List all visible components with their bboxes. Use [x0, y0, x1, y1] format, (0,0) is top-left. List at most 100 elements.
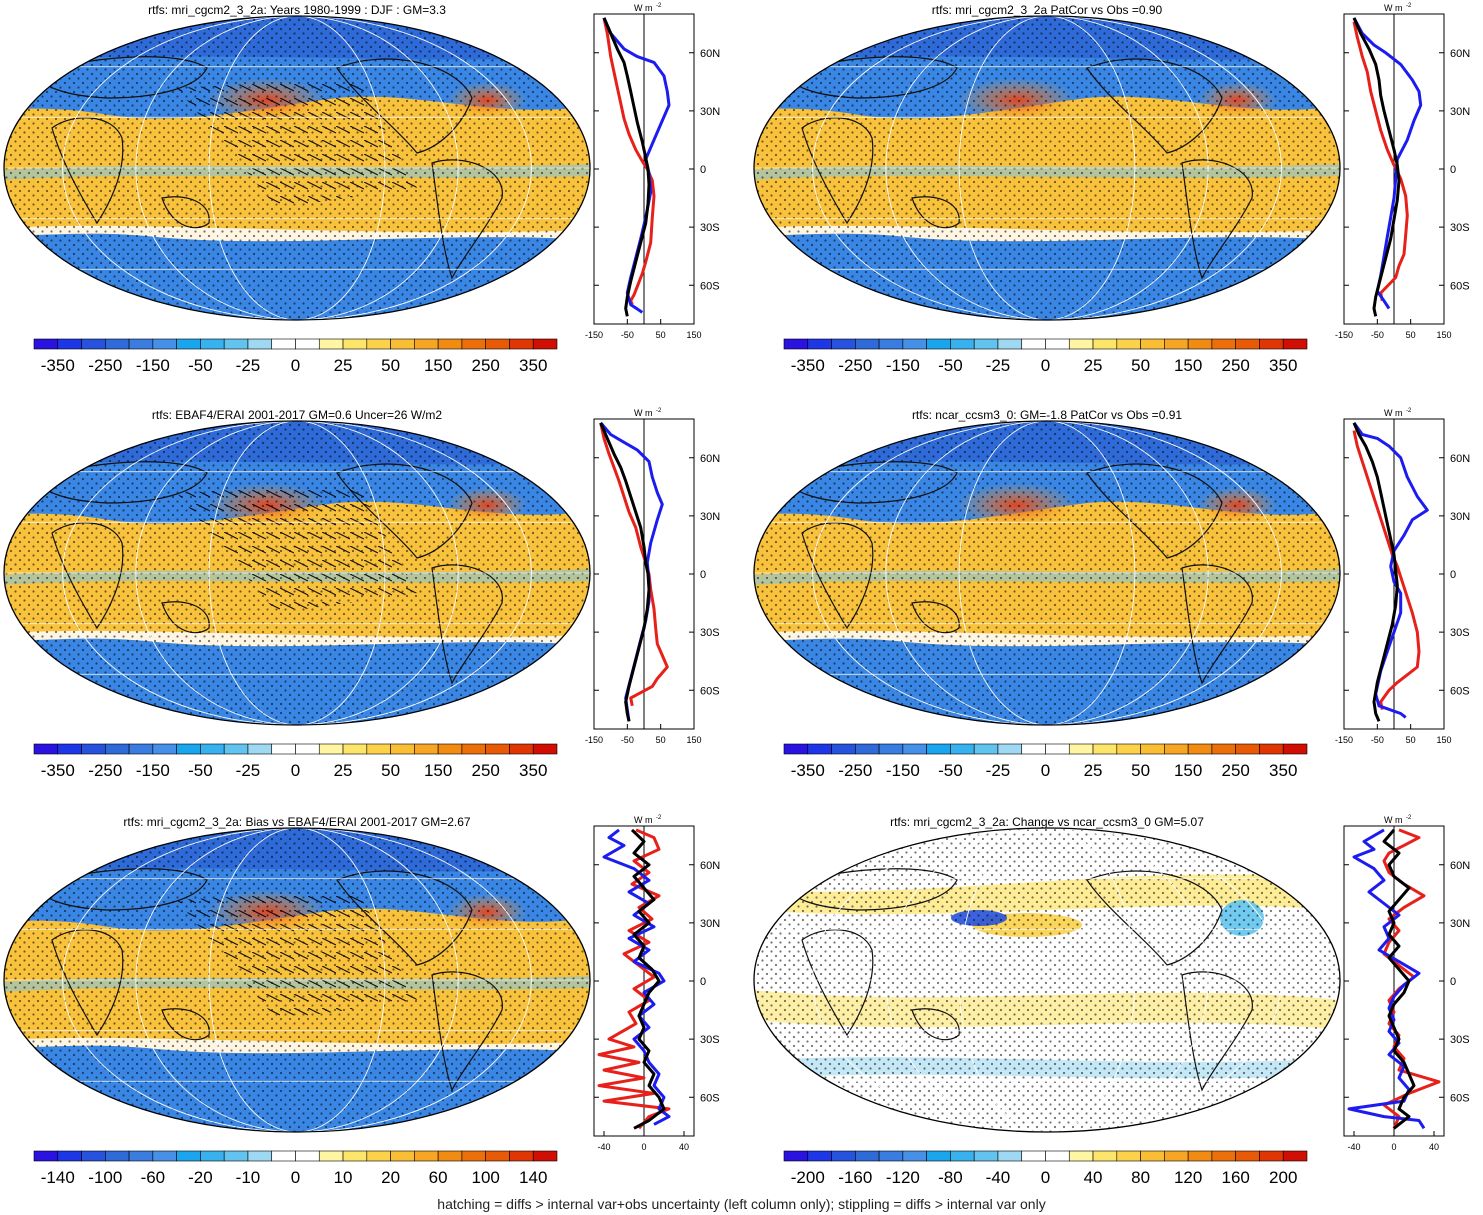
colorbar-swatch — [81, 743, 106, 755]
lat-tick-label: 0 — [1450, 976, 1456, 988]
colorbar-label: -60 — [141, 1168, 166, 1187]
lat-tick-label: 60N — [700, 48, 720, 60]
profile-line-black — [630, 828, 666, 1130]
colorbar-swatch — [973, 743, 999, 755]
colorbar-label: -120 — [886, 1168, 920, 1187]
x-tick-label: 150 — [686, 735, 701, 745]
colorbar-label: 60 — [429, 1168, 448, 1187]
lat-tick-label: 60N — [1450, 453, 1470, 465]
colorbar-swatch — [1211, 1150, 1236, 1162]
colorbar-label: -200 — [791, 1168, 825, 1187]
colorbar-label: 80 — [1131, 1168, 1150, 1187]
colorbar-swatch — [831, 338, 856, 350]
colorbar-swatch — [437, 1150, 463, 1162]
lat-tick-label: 30S — [700, 1034, 720, 1046]
profile-unit-sup: -2 — [1406, 408, 1412, 414]
colorbar-label: 140 — [519, 1168, 547, 1187]
profile-line-blue — [602, 828, 671, 1126]
colorbar-swatch — [461, 743, 486, 755]
profile-line-red — [1352, 430, 1421, 710]
colorbar-swatch — [950, 338, 975, 350]
colorbar-swatch — [271, 338, 296, 350]
profile-unit-sup: -2 — [656, 408, 662, 414]
colorbar-label: 0 — [1041, 761, 1050, 780]
lat-tick-label: 60S — [700, 280, 720, 292]
colorbar-label: -80 — [938, 1168, 963, 1187]
lat-tick-label: 0 — [1450, 164, 1456, 176]
colorbar-label: 0 — [291, 356, 300, 375]
lat-tick-label: 0 — [700, 569, 706, 581]
colorbar-swatch — [532, 743, 558, 755]
colorbar-swatch — [902, 1150, 927, 1162]
x-tick-label: 40 — [679, 1142, 689, 1152]
lat-tick-label: 30N — [1450, 106, 1470, 118]
graticule-lon — [208, 421, 386, 725]
x-tick-label: 150 — [686, 330, 701, 340]
map-field — [754, 828, 1340, 1132]
colorbar-swatch — [878, 338, 904, 350]
colorbar-label: -350 — [41, 761, 75, 780]
map-outline — [3, 15, 591, 321]
colorbar-label: 50 — [1131, 761, 1150, 780]
colorbar-label: 20 — [381, 1168, 400, 1187]
colorbar-label: -25 — [236, 761, 261, 780]
colorbar-swatch — [1282, 338, 1308, 350]
colorbar-swatch — [1092, 1150, 1118, 1162]
colorbar-swatch — [81, 338, 106, 350]
profile-unit: W m — [634, 3, 653, 13]
colorbar-swatch — [105, 1150, 130, 1162]
colorbar-label: -20 — [188, 1168, 213, 1187]
colorbar-label: -50 — [938, 761, 963, 780]
panels-layer: rtfs: mri_cgcm2_3_2a: Years 1980-1999 : … — [3, 3, 1470, 1187]
lat-tick-label: 0 — [700, 976, 706, 988]
colorbar-swatch — [997, 743, 1023, 755]
colorbar-swatch — [1259, 1150, 1284, 1162]
panel-title: rtfs: mri_cgcm2_3_2a PatCor vs Obs =0.90 — [932, 3, 1163, 17]
panel-title: rtfs: mri_cgcm2_3_2a: Years 1980-1999 : … — [148, 3, 446, 17]
colorbar-label: 0 — [291, 761, 300, 780]
colorbar-swatch — [509, 1150, 534, 1162]
colorbar-label: 160 — [1221, 1168, 1249, 1187]
colorbar-label: 250 — [1221, 356, 1249, 375]
panel-p4: rtfs: ncar_ccsm3_0: GM=-1.8 PatCor vs Ob… — [753, 408, 1470, 780]
colorbar-swatch — [176, 1150, 201, 1162]
colorbar-swatch — [783, 338, 809, 350]
colorbar-swatch — [532, 1150, 558, 1162]
lat-tick-label: 30S — [700, 222, 720, 234]
colorbar-label: 250 — [1221, 761, 1249, 780]
colorbar-label: 25 — [1084, 761, 1103, 780]
colorbar-swatch — [152, 338, 177, 350]
colorbar-swatch — [950, 1150, 975, 1162]
x-tick-label: 50 — [656, 330, 666, 340]
profile-line-black — [1352, 422, 1399, 722]
map-field — [4, 16, 590, 320]
profile-line-red — [1382, 828, 1441, 1129]
graticule-lon — [885, 421, 1209, 725]
hatching-overlay — [177, 483, 417, 613]
x-tick-label: -150 — [1335, 330, 1353, 340]
colorbar-label: -150 — [886, 761, 920, 780]
colorbar-label: -100 — [88, 1168, 122, 1187]
colorbar-swatch — [855, 1150, 880, 1162]
colorbar-swatch — [366, 1150, 391, 1162]
map-field — [754, 16, 1340, 320]
colorbar-swatch — [1211, 743, 1236, 755]
graticule-lon — [812, 421, 1282, 725]
panel-p5: rtfs: mri_cgcm2_3_2a: Bias vs EBAF4/ERAI… — [3, 815, 720, 1187]
colorbar-swatch — [223, 743, 249, 755]
colorbar-swatch — [366, 743, 391, 755]
graticule-lon — [62, 16, 532, 320]
colorbar-label: 350 — [1269, 356, 1297, 375]
colorbar-swatch — [485, 743, 510, 755]
colorbar-swatch — [902, 743, 927, 755]
colorbar-swatch — [318, 743, 344, 755]
graticule-lon — [135, 828, 459, 1132]
colorbar-swatch — [1164, 1150, 1189, 1162]
colorbar-label: 120 — [1174, 1168, 1202, 1187]
lat-tick-label: 30N — [1450, 918, 1470, 930]
x-tick-label: -50 — [1371, 330, 1384, 340]
colorbar-swatch — [878, 743, 904, 755]
graticule-lon — [208, 828, 386, 1132]
colorbar-swatch — [414, 743, 439, 755]
colorbar-swatch — [1068, 1150, 1094, 1162]
